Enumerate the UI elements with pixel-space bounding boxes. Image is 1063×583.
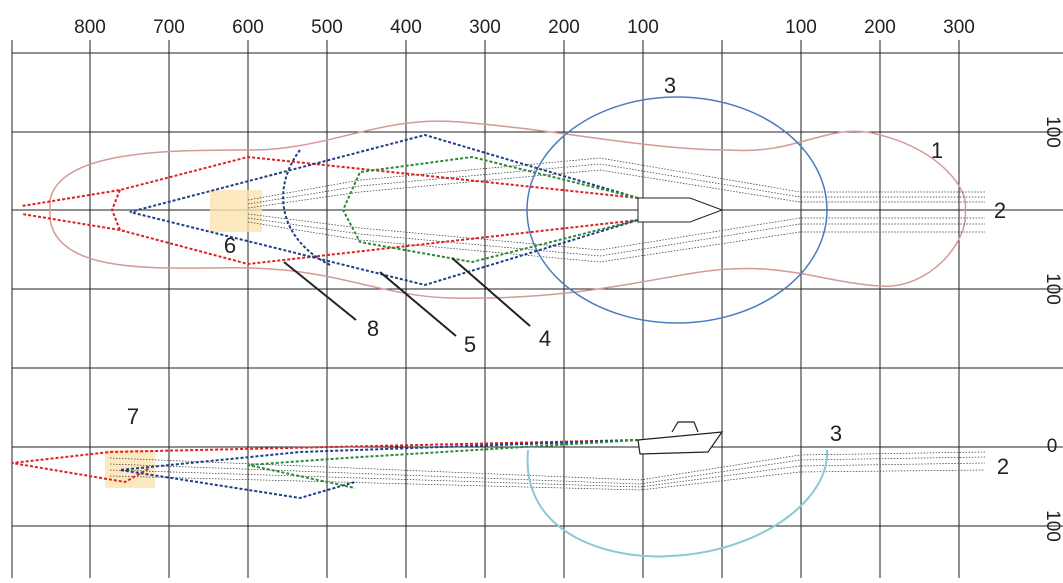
callout: 7 <box>127 404 139 429</box>
zone-3-side <box>528 450 828 556</box>
scale-label: 100 <box>1042 273 1063 305</box>
callout: 1 <box>931 138 943 163</box>
callout: 5 <box>464 332 476 357</box>
scale-label: 100 <box>1042 510 1063 542</box>
scale-label: 0 <box>1047 436 1058 457</box>
scale-label: 100 <box>785 17 817 38</box>
scale-label: 100 <box>627 17 659 38</box>
callout: 4 <box>539 326 551 351</box>
scale-label: 200 <box>864 17 896 38</box>
scale-label: 100 <box>1042 116 1063 148</box>
grid <box>12 40 1063 578</box>
ship-side <box>638 422 722 454</box>
scale-label: 700 <box>153 17 185 38</box>
diagram: 800 700 600 500 400 300 200 100 100 200 300 100 100 0… <box>0 0 1063 578</box>
callout: 2 <box>994 198 1006 223</box>
callout: 6 <box>224 233 236 258</box>
callout: 2 <box>997 454 1009 479</box>
ship-top <box>638 198 722 222</box>
scale-label: 200 <box>548 17 580 38</box>
callout: 3 <box>830 421 842 446</box>
zone-6 <box>210 190 262 232</box>
scale-label: 400 <box>390 17 422 38</box>
callout: 8 <box>367 316 379 341</box>
scale-label: 500 <box>311 17 343 38</box>
callout: 3 <box>664 73 676 98</box>
scale-label: 800 <box>74 17 106 38</box>
scale-label: 300 <box>943 17 975 38</box>
scale-label: 600 <box>232 17 264 38</box>
leader-lines <box>284 258 530 336</box>
zone-5-side <box>120 440 638 498</box>
scale-label: 300 <box>469 17 501 38</box>
